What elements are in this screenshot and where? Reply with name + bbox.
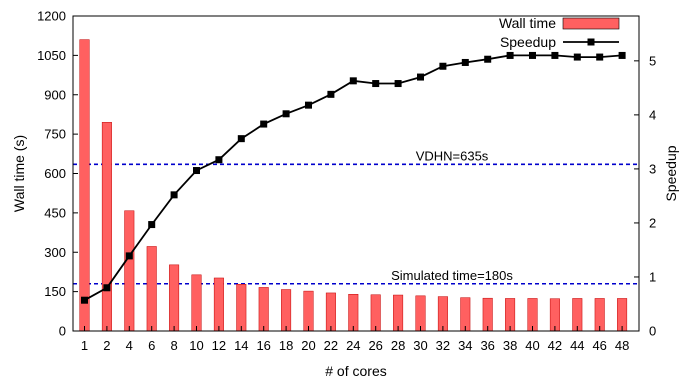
- speedup-point: [305, 101, 312, 109]
- bar-wall-time: [236, 284, 247, 332]
- x-tick-label: 12: [212, 338, 226, 353]
- legend-marker-speedup: [587, 38, 595, 46]
- x-tick-label: 48: [615, 338, 629, 353]
- bar-wall-time: [213, 277, 224, 332]
- speedup-point: [215, 156, 223, 164]
- bar-wall-time: [79, 39, 90, 332]
- y-axis-title: Wall time (s): [11, 135, 27, 212]
- x-axis-title: # of cores: [325, 363, 386, 379]
- speedup-point: [484, 55, 492, 63]
- speedup-point: [81, 296, 88, 304]
- x-tick-label: 18: [279, 338, 293, 353]
- bar-wall-time: [437, 296, 448, 332]
- bar-wall-time: [101, 122, 112, 332]
- speedup-point: [282, 110, 290, 118]
- bar-wall-time: [258, 287, 269, 332]
- bar-wall-time: [393, 294, 404, 332]
- speedup-point: [349, 77, 357, 85]
- x-tick-label: 14: [234, 338, 248, 353]
- speedup-line: [81, 51, 626, 304]
- bar-wall-time: [370, 294, 381, 332]
- y2-tick-label: 3: [649, 161, 656, 176]
- speedup-point: [461, 58, 469, 66]
- bar-wall-time: [348, 294, 359, 332]
- speedup-point: [148, 221, 156, 229]
- x-tick-label: 24: [346, 338, 360, 353]
- y2-tick-label: 2: [649, 215, 656, 230]
- bar-wall-time: [303, 290, 314, 332]
- legend-swatch-wall-time: [562, 17, 620, 30]
- y-tick-label: 900: [44, 87, 66, 102]
- y-tick-label: 750: [44, 127, 66, 142]
- x-tick-label: 30: [413, 338, 427, 353]
- y-tick-label: 450: [44, 205, 66, 220]
- speedup-point: [170, 191, 178, 199]
- reference-lines: VDHN=635s Simulated time=180s: [73, 148, 639, 285]
- x-tick-label: 1: [81, 338, 88, 353]
- y2-tick-label: 4: [649, 107, 656, 122]
- bar-wall-time: [146, 246, 157, 332]
- x-tick-label: 40: [525, 338, 539, 353]
- reference-line-label: Simulated time=180s: [391, 268, 513, 283]
- x-tick-label: 46: [592, 338, 606, 353]
- x-tick-label: 34: [458, 338, 472, 353]
- wall-time-bars: [79, 39, 628, 332]
- bar-wall-time: [460, 297, 471, 332]
- speedup-point: [125, 252, 133, 260]
- x-tick-label: 10: [189, 338, 203, 353]
- x-tick-label: 8: [170, 338, 177, 353]
- bar-wall-time: [124, 210, 135, 332]
- legend-label-speedup: Speedup: [500, 34, 556, 50]
- speedup-point: [551, 51, 559, 59]
- reference-line-label: VDHN=635s: [416, 148, 489, 163]
- y-tick-label: 600: [44, 166, 66, 181]
- speedup-point: [529, 51, 536, 59]
- speedup-point: [417, 73, 424, 81]
- x-tick-label: 6: [148, 338, 155, 353]
- x-tick-label: 22: [324, 338, 338, 353]
- y-tick-label: 300: [44, 245, 66, 260]
- speedup-point: [260, 120, 268, 128]
- speedup-point: [327, 90, 335, 98]
- speedup-polyline: [84, 54, 623, 301]
- x-tick-label: 36: [480, 338, 494, 353]
- y-tick-label: 0: [59, 324, 66, 339]
- x-tick-label: 38: [503, 338, 517, 353]
- legend-label-wall-time: Wall time: [499, 15, 556, 31]
- x-tick-label: 26: [368, 338, 382, 353]
- speedup-point: [618, 51, 626, 59]
- bar-wall-time: [281, 289, 292, 332]
- speedup-point: [237, 135, 245, 143]
- legend: Wall time Speedup: [499, 15, 620, 50]
- speedup-point: [596, 53, 604, 61]
- x-tick-label: 42: [548, 338, 562, 353]
- y2-tick-label: 5: [649, 53, 656, 68]
- bar-wall-time: [191, 274, 202, 332]
- x-tick-label: 4: [126, 338, 133, 353]
- x-tick-label: 20: [301, 338, 315, 353]
- y2-axis-title: Speedup: [663, 145, 679, 201]
- x-tick-label: 44: [570, 338, 584, 353]
- x-tick-label: 2: [103, 338, 110, 353]
- bar-wall-time: [325, 292, 336, 332]
- speedup-point: [103, 284, 111, 292]
- speedup-point: [573, 53, 581, 61]
- x-tick-label: 28: [391, 338, 405, 353]
- y-tick-label: 1050: [37, 48, 66, 63]
- x-tick-label: 32: [436, 338, 450, 353]
- speedup-point: [394, 80, 402, 88]
- y-tick-label: 150: [44, 284, 66, 299]
- y2-tick-label: 0: [649, 324, 656, 339]
- speedup-point: [193, 167, 200, 175]
- speedup-point: [372, 80, 380, 88]
- speedup-point: [506, 51, 514, 59]
- bar-wall-time: [169, 264, 180, 332]
- y2-tick-label: 1: [649, 269, 656, 284]
- x-tick-label: 16: [256, 338, 270, 353]
- speedup-point: [439, 62, 447, 70]
- bar-wall-time: [415, 295, 426, 332]
- y-tick-label: 1200: [37, 9, 66, 24]
